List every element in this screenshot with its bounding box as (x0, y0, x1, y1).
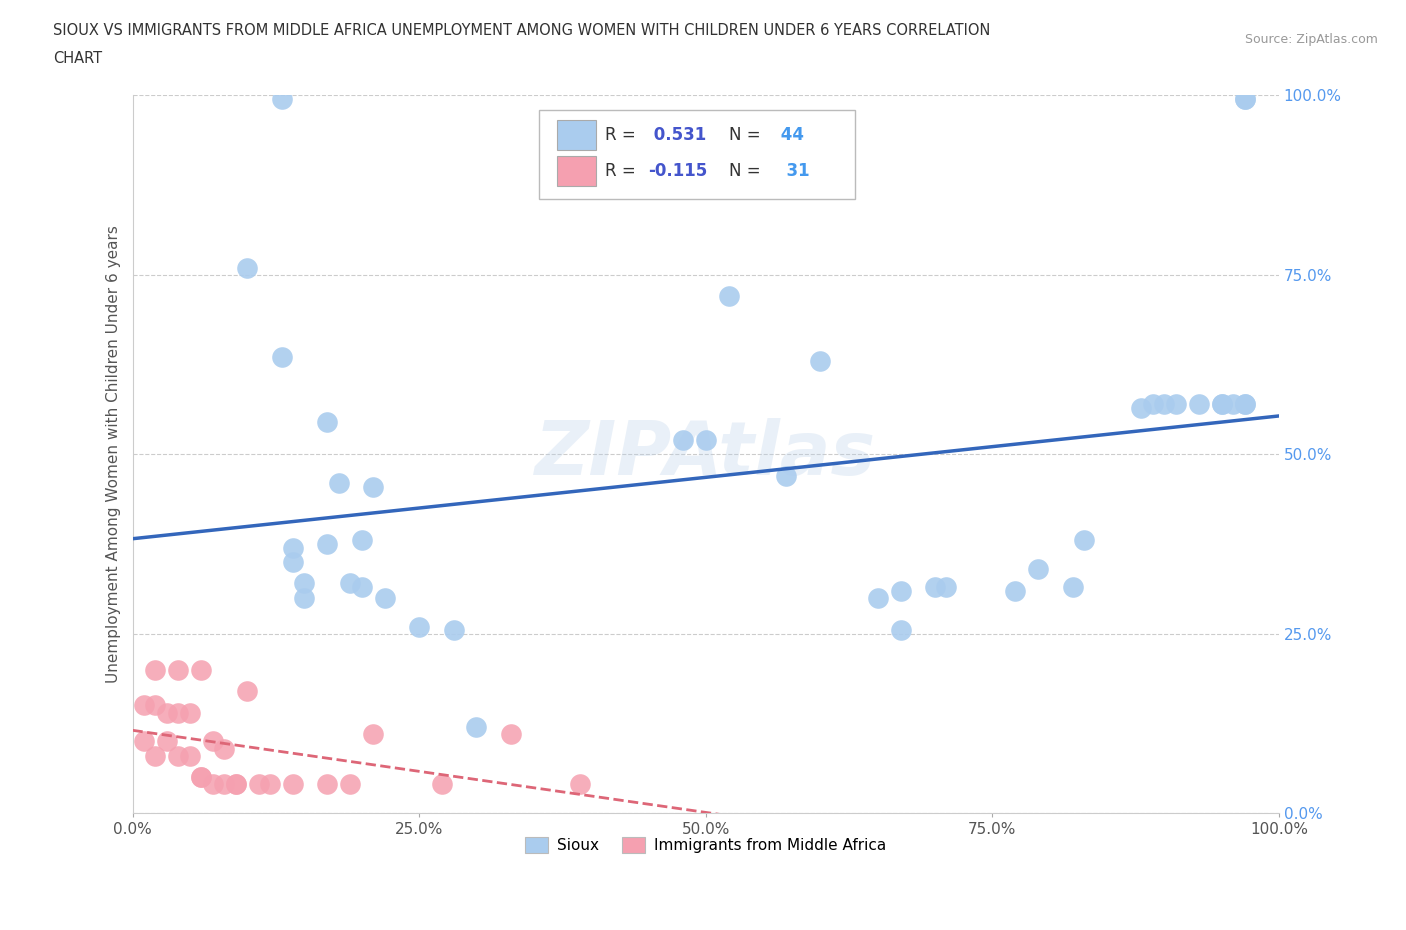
Point (201, 777, 224, 791)
Text: R =: R = (605, 126, 641, 144)
Point (167, 705, 190, 720)
Point (190, 770, 212, 785)
Point (212, 777, 235, 791)
Point (361, 726, 384, 741)
Point (430, 777, 453, 791)
Point (225, 777, 247, 791)
Text: 44: 44 (775, 126, 803, 144)
Text: -0.115: -0.115 (648, 162, 707, 179)
Point (179, 749, 201, 764)
Text: ZIPAtlas: ZIPAtlas (536, 418, 876, 491)
Point (499, 726, 522, 741)
Point (1164, 396, 1187, 411)
Point (316, 777, 339, 791)
Point (361, 479, 384, 494)
Y-axis label: Unemployment Among Women with Children Under 6 years: Unemployment Among Women with Children U… (107, 225, 121, 684)
Point (717, 289, 740, 304)
Point (1153, 396, 1175, 411)
Point (672, 432, 695, 447)
Text: CHART: CHART (53, 51, 103, 66)
Point (1233, 91, 1256, 106)
Point (270, 91, 292, 106)
Point (212, 741, 235, 756)
Point (350, 579, 373, 594)
Point (465, 720, 488, 735)
Point (408, 619, 430, 634)
Point (808, 353, 831, 368)
Point (281, 540, 304, 555)
Point (1130, 400, 1153, 415)
Point (294, 576, 316, 591)
Point (259, 777, 281, 791)
Point (328, 475, 350, 490)
FancyBboxPatch shape (540, 110, 855, 199)
Point (1222, 396, 1244, 411)
Point (695, 432, 717, 447)
Point (1062, 579, 1084, 594)
Point (132, 734, 155, 749)
Point (1233, 91, 1256, 106)
Point (201, 734, 224, 749)
Text: 31: 31 (775, 162, 808, 179)
Point (156, 705, 179, 720)
Point (236, 684, 259, 698)
Point (145, 698, 167, 713)
Point (866, 591, 889, 605)
FancyBboxPatch shape (557, 120, 596, 150)
Point (1211, 396, 1233, 411)
Text: R =: R = (605, 162, 641, 179)
Point (270, 350, 292, 365)
Point (935, 579, 957, 594)
Point (294, 591, 316, 605)
Point (775, 469, 797, 484)
Point (156, 734, 179, 749)
Point (1004, 583, 1026, 598)
Text: SIOUX VS IMMIGRANTS FROM MIDDLE AFRICA UNEMPLOYMENT AMONG WOMEN WITH CHILDREN UN: SIOUX VS IMMIGRANTS FROM MIDDLE AFRICA U… (53, 23, 991, 38)
Point (316, 537, 339, 551)
Point (924, 579, 946, 594)
Point (190, 662, 212, 677)
Point (236, 260, 259, 275)
Point (281, 554, 304, 569)
Point (1026, 562, 1049, 577)
Point (316, 415, 339, 430)
Point (1188, 396, 1211, 411)
Point (443, 623, 465, 638)
Point (167, 662, 190, 677)
Point (167, 749, 190, 764)
Point (890, 623, 912, 638)
Point (145, 662, 167, 677)
Point (374, 591, 396, 605)
Point (190, 770, 212, 785)
Point (890, 583, 912, 598)
Point (281, 777, 304, 791)
Text: Source: ZipAtlas.com: Source: ZipAtlas.com (1244, 33, 1378, 46)
Point (179, 705, 201, 720)
Text: 0.531: 0.531 (648, 126, 707, 144)
Point (1233, 396, 1256, 411)
Point (1142, 396, 1164, 411)
Text: N =: N = (728, 126, 761, 144)
Point (145, 749, 167, 764)
Point (247, 777, 270, 791)
Point (1211, 396, 1233, 411)
FancyBboxPatch shape (557, 155, 596, 186)
Point (1233, 396, 1256, 411)
Point (339, 777, 361, 791)
Point (339, 576, 361, 591)
Point (1073, 533, 1095, 548)
Text: N =: N = (728, 162, 761, 179)
Point (350, 533, 373, 548)
Point (568, 777, 591, 791)
Point (132, 698, 155, 713)
Point (225, 777, 247, 791)
Legend: Sioux, Immigrants from Middle Africa: Sioux, Immigrants from Middle Africa (519, 831, 893, 859)
